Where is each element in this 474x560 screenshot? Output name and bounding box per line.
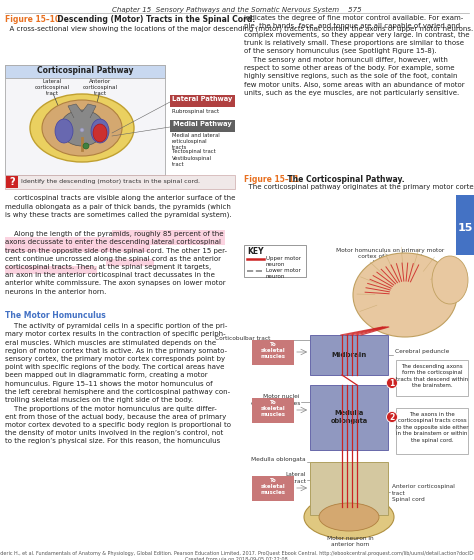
Text: Midbrain: Midbrain [331, 352, 366, 358]
Bar [310, 385, 388, 450]
Text: Upper motor
neuron: Upper motor neuron [266, 256, 301, 267]
Text: Corticospinal Pathway: Corticospinal Pathway [37, 66, 133, 75]
Text: Figure 15–10: Figure 15–10 [5, 15, 60, 24]
Bar [170, 95, 235, 107]
Ellipse shape [30, 94, 134, 162]
Bar [5, 266, 97, 273]
Text: The Corticospinal Pathway.: The Corticospinal Pathway. [282, 175, 405, 184]
Polygon shape [68, 104, 96, 118]
Circle shape [83, 143, 89, 149]
Text: Lower motor
neuron: Lower motor neuron [266, 268, 301, 279]
Text: 15: 15 [457, 223, 473, 233]
Bar [5, 175, 235, 189]
Text: Anterior
corticospinal
tract: Anterior corticospinal tract [82, 79, 118, 96]
Bar [244, 245, 306, 277]
Ellipse shape [93, 124, 107, 142]
Text: A cross-sectional view showing the locations of the major descending (motor) tra: A cross-sectional view showing the locat… [5, 25, 474, 31]
Text: Corticobulbar tract: Corticobulbar tract [215, 335, 270, 340]
Bar [310, 335, 388, 375]
Text: Lateral
corticospinal tract: Lateral corticospinal tract [253, 473, 306, 484]
Text: To
skeletal
muscles: To skeletal muscles [261, 400, 285, 417]
Bar [252, 340, 294, 365]
Ellipse shape [353, 253, 457, 337]
Text: Medulla oblongata: Medulla oblongata [251, 458, 306, 463]
Text: Identify the descending (motor) tracts in the spinal cord.: Identify the descending (motor) tracts i… [21, 180, 200, 184]
Text: Cerebral peduncle: Cerebral peduncle [395, 349, 449, 354]
Bar [252, 476, 294, 501]
Bar [5, 65, 165, 78]
Circle shape [386, 412, 398, 422]
Text: ?: ? [9, 177, 15, 187]
Text: Chapter 15  Sensory Pathways and the Somatic Nervous System    575: Chapter 15 Sensory Pathways and the Soma… [112, 7, 362, 13]
Text: Anterior corticospinal
tract: Anterior corticospinal tract [392, 484, 455, 496]
Text: 2: 2 [389, 413, 395, 422]
Bar [106, 259, 154, 266]
Bar [112, 230, 225, 237]
Text: Motor nuclei
of cranial nerves: Motor nuclei of cranial nerves [251, 394, 300, 405]
Text: Spinal cord: Spinal cord [392, 497, 425, 502]
Text: Along the length of the pyramids, roughly 85 percent of the
axons decussate to e: Along the length of the pyramids, roughl… [5, 231, 227, 295]
Circle shape [80, 128, 84, 132]
Ellipse shape [42, 100, 122, 156]
Text: The axons in the
corticospinal tracts cross
to the opposite side either
in the b: The axons in the corticospinal tracts cr… [396, 412, 468, 442]
Text: The activity of pyramidal cells in a specific portion of the pri-
mary motor cor: The activity of pyramidal cells in a spe… [5, 323, 231, 445]
Bar [5, 245, 150, 252]
Text: Descending (Motor) Tracts in the Spinal Cord.: Descending (Motor) Tracts in the Spinal … [52, 15, 255, 24]
Bar [5, 237, 225, 245]
Bar [6, 176, 18, 188]
Bar [396, 360, 468, 396]
Bar [396, 408, 468, 454]
Text: Figure 15–11: Figure 15–11 [244, 175, 299, 184]
Text: Vestibulospinal
tract: Vestibulospinal tract [172, 156, 212, 167]
Ellipse shape [432, 256, 468, 304]
Text: Tectospinal tract: Tectospinal tract [172, 149, 216, 154]
Text: corticospinal tracts are visible along the anterior surface of the
medulla oblon: corticospinal tracts are visible along t… [5, 195, 236, 218]
Text: Lateral Pathway: Lateral Pathway [172, 96, 232, 102]
Text: The descending axons
form the corticospinal
tracts that descend within
the brain: The descending axons form the corticospi… [396, 364, 468, 388]
Text: Motor homunculus on primary motor
cortex of left cerebral
hemisphere: Motor homunculus on primary motor cortex… [336, 248, 444, 265]
Text: Medial and lateral
reticulospinal
tracts: Medial and lateral reticulospinal tracts [172, 133, 220, 151]
Bar [5, 65, 165, 175]
Text: To
skeletal
muscles: To skeletal muscles [261, 478, 285, 494]
Text: Motor neuron in
anterior horn: Motor neuron in anterior horn [327, 536, 374, 547]
Text: The Motor Homunculus: The Motor Homunculus [5, 311, 106, 320]
Circle shape [386, 377, 398, 389]
Text: Medulla
oblongata: Medulla oblongata [330, 410, 368, 424]
Bar [252, 398, 294, 423]
Bar [310, 462, 388, 515]
Ellipse shape [304, 495, 394, 539]
Bar [170, 120, 235, 132]
Text: Lateral
corticospinal
tract: Lateral corticospinal tract [35, 79, 70, 96]
Text: Rubrospinal tract: Rubrospinal tract [172, 109, 219, 114]
Bar [456, 195, 474, 255]
Ellipse shape [60, 110, 104, 146]
Text: indicates the degree of fine motor control available. For exam-
ple, the hands, : indicates the degree of fine motor contr… [244, 15, 470, 96]
Text: Medial Pathway: Medial Pathway [173, 121, 231, 127]
Ellipse shape [55, 119, 73, 143]
Text: The corticospinal pathway originates at the primary motor cortex. The corticobul: The corticospinal pathway originates at … [244, 184, 474, 190]
Text: Martin, Frederic H., et al. Fundamentals of Anatomy & Physiology, Global Edition: Martin, Frederic H., et al. Fundamentals… [0, 551, 474, 560]
Text: 1: 1 [389, 379, 395, 388]
Text: To
skeletal
muscles: To skeletal muscles [261, 342, 285, 358]
Ellipse shape [319, 503, 379, 531]
Text: KEY: KEY [247, 247, 264, 256]
Ellipse shape [91, 119, 109, 143]
